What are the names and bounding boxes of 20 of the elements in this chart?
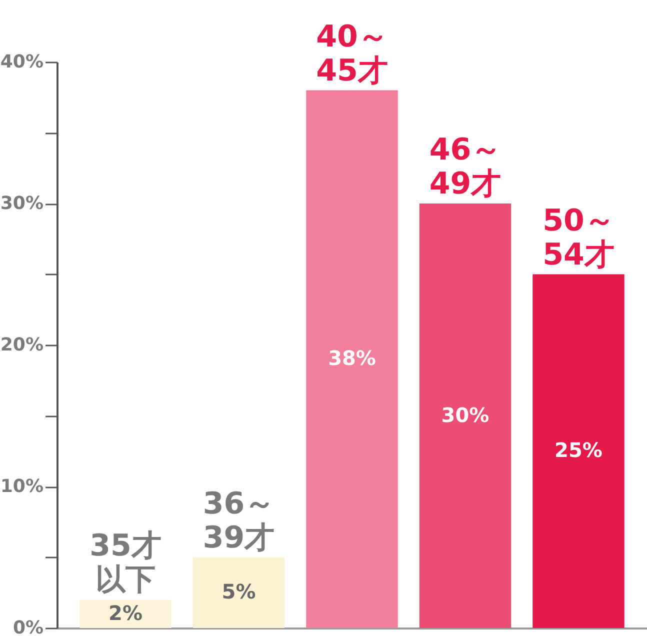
- x-tick-label: 46～49才: [429, 132, 502, 202]
- x-tick-label: 36～39才: [202, 486, 275, 556]
- bar: [192, 557, 285, 628]
- data-label: 25%: [554, 438, 602, 462]
- y-tick-label: 0%: [12, 618, 44, 636]
- bar: [419, 204, 512, 628]
- y-tick-label: 20%: [0, 334, 44, 356]
- data-label: 38%: [328, 346, 376, 370]
- bar: [306, 90, 398, 628]
- x-tick-label: 50～54才: [542, 203, 614, 272]
- x-tick-label: 35才以下: [90, 528, 162, 598]
- y-tick-label: 30%: [0, 193, 44, 214]
- data-label: 5%: [222, 580, 256, 604]
- bar: [80, 600, 172, 628]
- bar: [532, 274, 624, 628]
- x-tick-label: 40～45才: [316, 19, 388, 88]
- y-tick-label: 10%: [0, 476, 44, 497]
- data-label: 30%: [441, 402, 490, 427]
- data-label: 2%: [108, 600, 142, 625]
- y-tick-label: 40%: [0, 52, 44, 72]
